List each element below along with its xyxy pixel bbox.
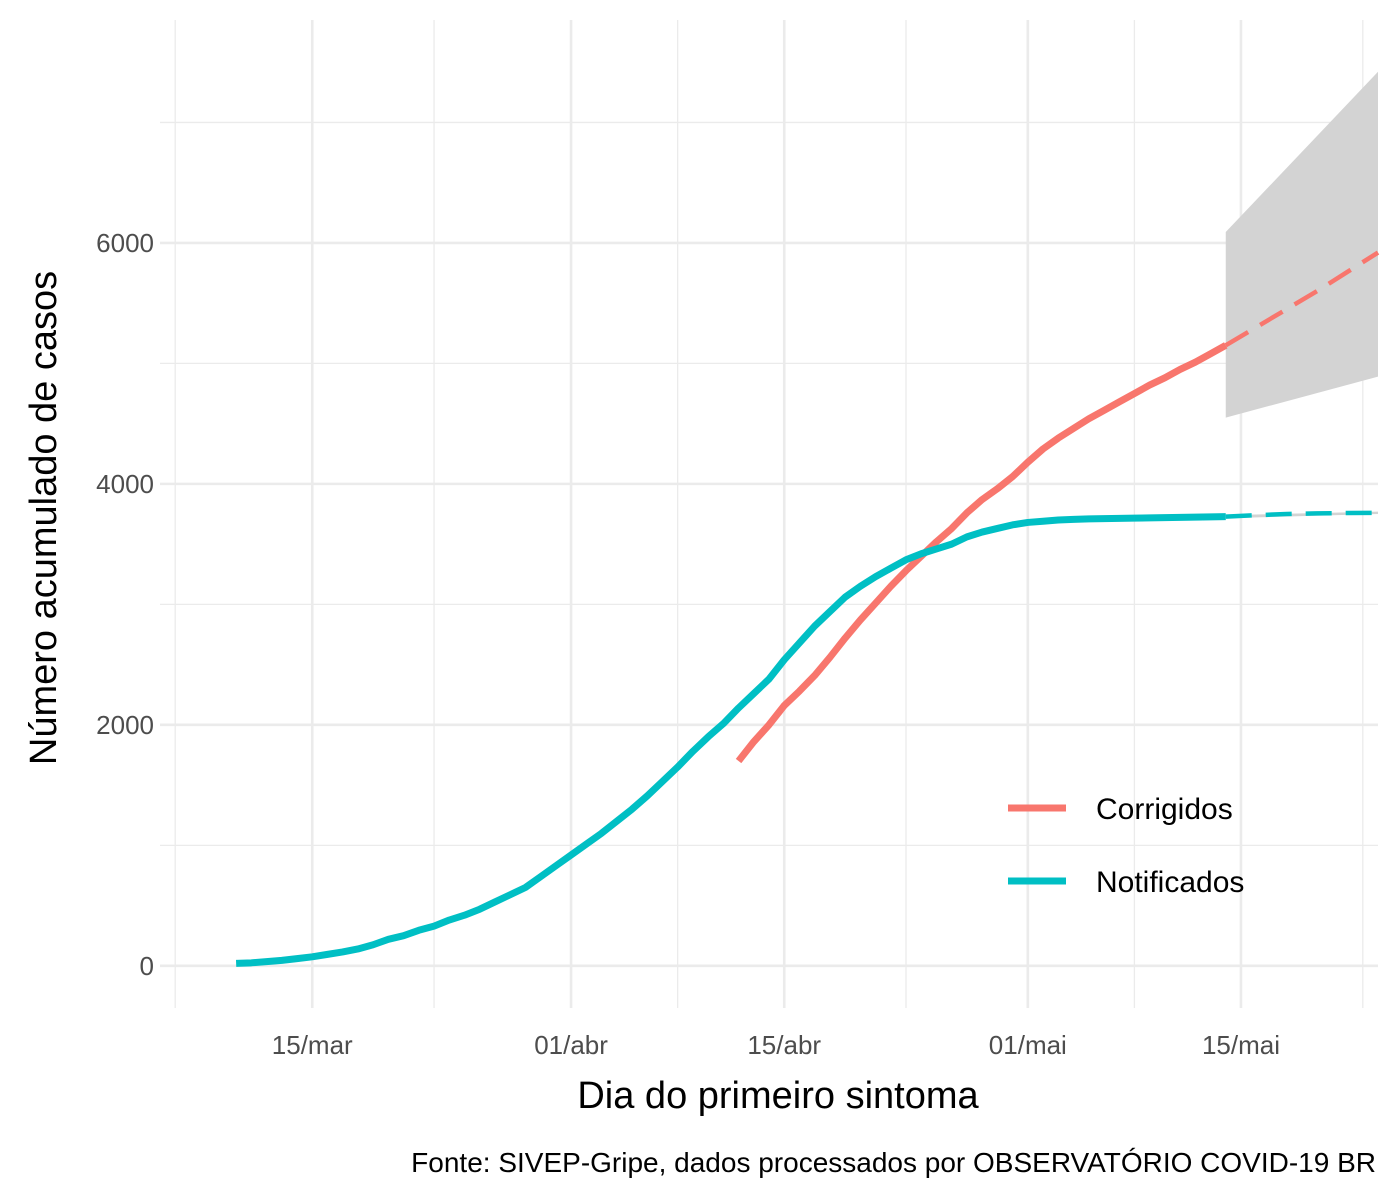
x-axis-ticks: 15/mar 01/abr 15/abr 01/mai 15/mai — [272, 1030, 1280, 1060]
x-tick-label: 15/abr — [747, 1030, 821, 1060]
x-tick-label: 01/mai — [989, 1030, 1067, 1060]
x-tick-label: 15/mar — [272, 1030, 353, 1060]
y-axis-title: Número acumulado de casos — [23, 271, 65, 765]
x-tick-label: 01/abr — [534, 1030, 608, 1060]
confidence-bands — [1225, 71, 1378, 519]
legend-label-corrigidos: Corrigidos — [1096, 793, 1233, 826]
legend-label-notificados: Notificados — [1096, 866, 1244, 899]
y-tick-label: 4000 — [96, 469, 154, 499]
confidence-band — [1225, 71, 1378, 418]
series-line — [235, 513, 1226, 967]
series-lines — [235, 250, 1380, 967]
x-axis-title: Dia do primeiro sintoma — [577, 1075, 979, 1117]
projection-line — [1224, 250, 1380, 348]
y-tick-label: 2000 — [96, 710, 154, 740]
grid — [160, 20, 1378, 1008]
y-tick-label: 0 — [140, 951, 154, 981]
x-tick-label: 15/mai — [1202, 1030, 1280, 1060]
legend: Corrigidos Notificados — [1008, 793, 1244, 899]
projection-line — [1225, 510, 1379, 519]
y-axis-ticks: 0 2000 4000 6000 — [96, 228, 154, 981]
y-tick-label: 6000 — [96, 228, 154, 258]
confidence-band — [1225, 511, 1378, 519]
chart-caption: Fonte: SIVEP-Gripe, dados processados po… — [411, 1147, 1376, 1178]
series-line — [735, 342, 1228, 764]
